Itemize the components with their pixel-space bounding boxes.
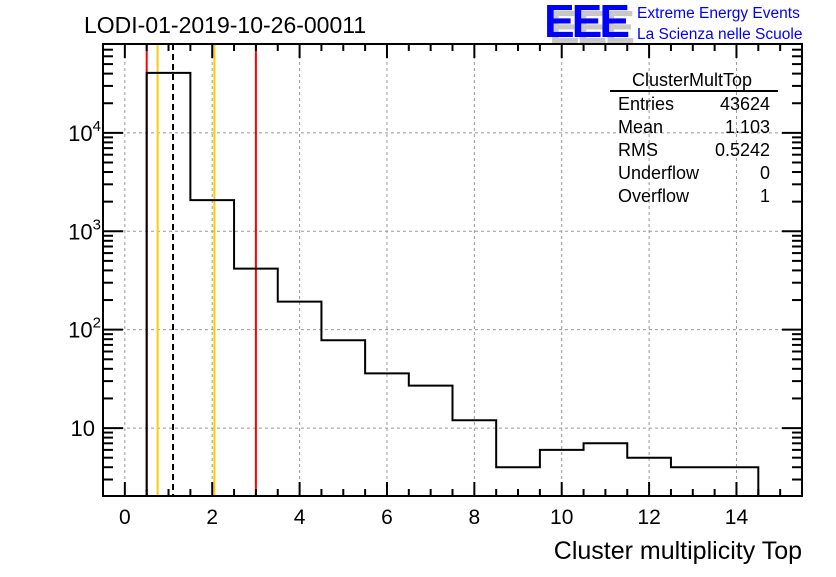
stats-title: ClusterMultTop [632,70,752,90]
grid [103,44,802,496]
stats-value: 0 [760,163,770,183]
stats-value: 1.103 [725,117,770,137]
stats-label: Entries [618,94,674,114]
stats-label: Mean [618,117,663,137]
y-tick-exponent: 2 [93,315,101,332]
stats-value: 43624 [720,94,770,114]
y-tick-exponent: 3 [93,216,101,233]
y-tick-label: 102 [68,315,101,343]
histogram-line [145,71,760,496]
x-tick-label: 10 [550,506,573,529]
y-tick-label: 103 [68,216,101,244]
stats-value: 0.5242 [715,140,770,160]
stats-label: Overflow [618,186,690,206]
stats-label: RMS [618,140,658,160]
x-tick-labels: 0 2 4 6 8 10 12 14 [119,506,748,529]
eee-logo: EEE Extreme Energy Events La Scienza nel… [544,0,802,47]
stats-box: ClusterMultTop Entries 43624 Mean 1.103 RMS 0… [610,70,778,206]
logo-line2: La Scienza nelle Scuole [637,26,802,43]
x-tick-label: 12 [637,506,660,529]
y-tick-base: 10 [68,121,92,146]
x-tick-label: 6 [381,506,393,529]
plot-frame [102,43,803,497]
y-tick-label: 10 [71,416,95,441]
y-tick-base: 10 [71,416,95,441]
x-tick-label: 4 [294,506,306,529]
x-tick-label: 14 [725,506,749,529]
x-tick-label: 2 [206,506,218,529]
stats-value: 1 [760,186,770,206]
y-tick-exponent: 4 [93,118,101,135]
x-tick-label: 0 [119,506,131,529]
x-axis-title: Cluster multiplicity Top [554,537,802,565]
x-tick-label: 8 [469,506,481,529]
y-tick-label: 104 [68,118,101,146]
stats-label: Underflow [618,163,700,183]
y-tick-base: 10 [68,318,92,343]
y-tick-base: 10 [68,219,92,244]
chart-title: LODI-01-2019-10-26-00011 [84,12,366,38]
logo-mark: EEE [544,0,628,47]
logo-line1: Extreme Energy Events [637,5,800,22]
